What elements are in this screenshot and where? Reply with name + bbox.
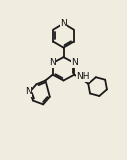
Text: N: N (71, 59, 78, 68)
Text: N: N (25, 87, 32, 96)
Text: NH: NH (76, 72, 90, 81)
Text: N: N (60, 19, 67, 28)
Text: N: N (49, 59, 56, 68)
